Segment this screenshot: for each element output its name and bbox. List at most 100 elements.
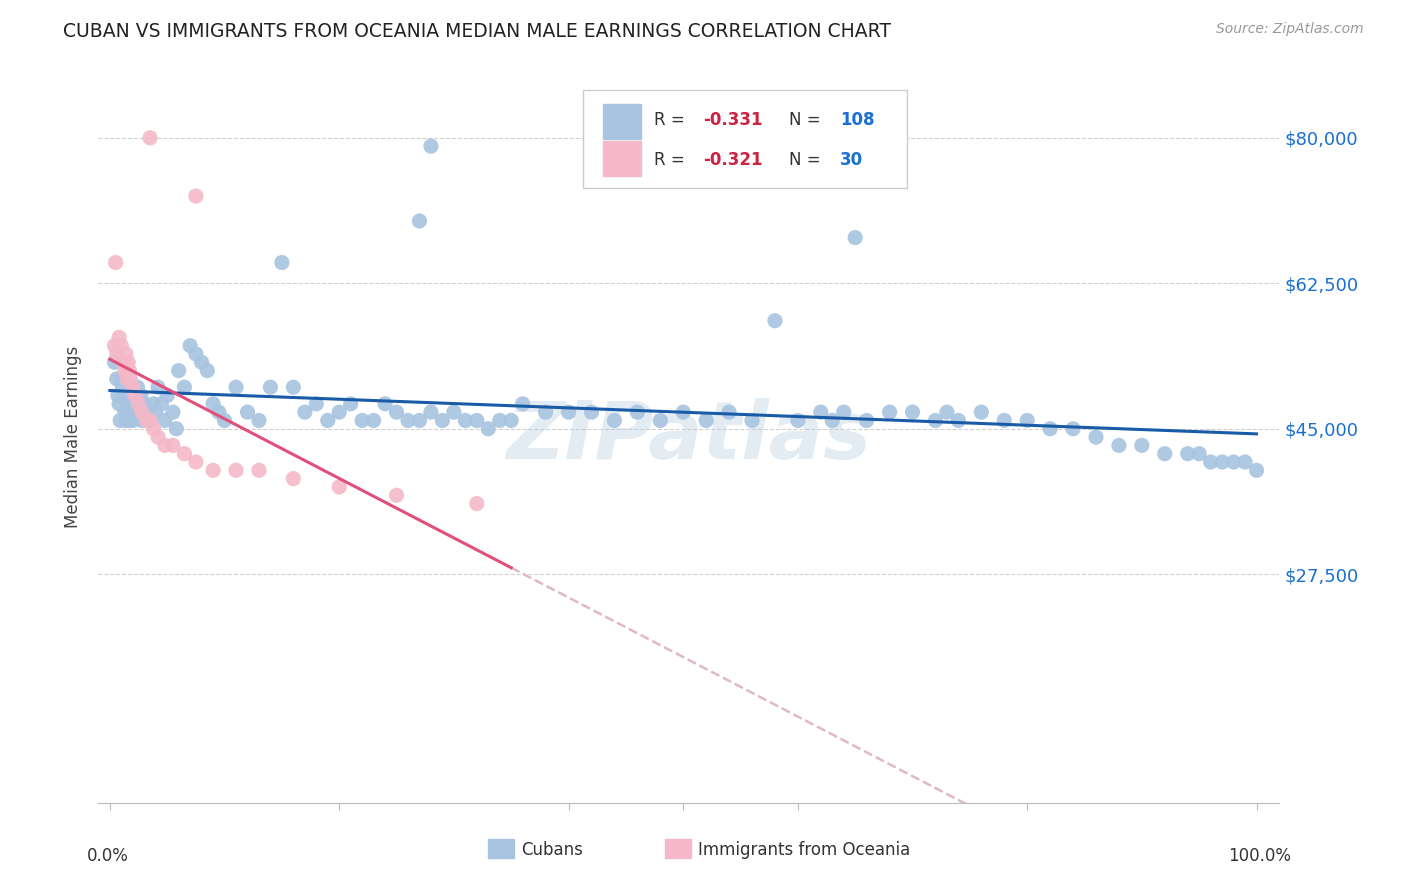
Point (259, 380, 281, 394)
Point (107, 388, 129, 402)
Point (316, 413, 339, 427)
Point (855, 413, 877, 427)
Point (786, 413, 808, 427)
Point (328, 405, 350, 419)
Point (131, 405, 153, 419)
Point (117, 405, 139, 419)
Point (156, 388, 179, 402)
Point (202, 463, 225, 477)
Point (488, 413, 510, 427)
Point (305, 397, 328, 411)
Point (120, 372, 142, 386)
Point (112, 355, 135, 369)
Point (142, 422, 165, 436)
Point (118, 413, 141, 427)
Point (111, 380, 134, 394)
Point (127, 380, 149, 394)
Point (294, 405, 316, 419)
Text: -0.331: -0.331 (703, 111, 762, 128)
Point (1085, 430, 1108, 444)
Point (352, 413, 374, 427)
Point (167, 363, 190, 377)
Point (236, 405, 259, 419)
Point (1153, 447, 1175, 461)
Text: Source: ZipAtlas.com: Source: ZipAtlas.com (1216, 22, 1364, 37)
Point (115, 397, 138, 411)
Point (396, 413, 419, 427)
Point (581, 405, 603, 419)
Point (1188, 447, 1211, 461)
Point (454, 413, 477, 427)
Point (108, 413, 131, 427)
Point (115, 372, 138, 386)
Point (115, 347, 138, 361)
Point (408, 214, 430, 228)
Point (420, 405, 443, 419)
Point (142, 397, 165, 411)
Text: 100.0%: 100.0% (1229, 847, 1291, 864)
Point (741, 413, 763, 427)
Point (110, 372, 132, 386)
Point (465, 497, 488, 511)
Point (626, 405, 648, 419)
Point (821, 413, 844, 427)
Point (695, 413, 717, 427)
Bar (665, 839, 692, 858)
Point (195, 363, 218, 377)
Point (103, 355, 125, 369)
Point (120, 397, 142, 411)
Point (385, 488, 408, 502)
Point (135, 405, 157, 419)
Point (165, 422, 187, 436)
Point (208, 405, 231, 419)
Point (534, 405, 557, 419)
Point (603, 413, 626, 427)
Point (121, 413, 143, 427)
Point (1246, 463, 1268, 477)
Point (993, 413, 1015, 427)
Point (146, 380, 169, 394)
Point (225, 380, 247, 394)
Point (948, 413, 970, 427)
Point (1177, 447, 1199, 461)
Text: R =: R = (654, 151, 689, 169)
Point (162, 438, 184, 452)
Point (162, 405, 184, 419)
Point (139, 413, 162, 427)
Point (432, 413, 454, 427)
Point (108, 397, 131, 411)
Point (247, 463, 270, 477)
Point (112, 388, 135, 402)
Point (363, 413, 385, 427)
Text: CUBAN VS IMMIGRANTS FROM OCEANIA MEDIAN MALE EARNINGS CORRELATION CHART: CUBAN VS IMMIGRANTS FROM OCEANIA MEDIAN … (63, 22, 891, 41)
Point (672, 405, 695, 419)
Point (134, 397, 156, 411)
Point (339, 397, 361, 411)
Point (935, 405, 957, 419)
Point (1222, 455, 1244, 469)
Point (121, 405, 143, 419)
Text: Cubans: Cubans (522, 841, 583, 859)
Text: Immigrants from Oceania: Immigrants from Oceania (699, 841, 911, 859)
Point (385, 405, 408, 419)
Point (146, 430, 169, 444)
Point (214, 413, 236, 427)
Point (810, 405, 832, 419)
Y-axis label: Median Male Earnings: Median Male Earnings (65, 346, 83, 528)
Point (225, 463, 247, 477)
Point (117, 355, 139, 369)
Point (832, 405, 855, 419)
Point (128, 397, 150, 411)
Point (114, 405, 136, 419)
Text: R =: R = (654, 111, 689, 128)
Text: ZIPatlas: ZIPatlas (506, 398, 872, 476)
Point (184, 455, 207, 469)
Bar (603, 103, 641, 138)
Point (844, 230, 866, 244)
Point (1062, 422, 1084, 436)
Text: 30: 30 (841, 151, 863, 169)
Point (465, 413, 488, 427)
Point (1039, 422, 1062, 436)
Text: N =: N = (789, 111, 827, 128)
Point (153, 413, 176, 427)
